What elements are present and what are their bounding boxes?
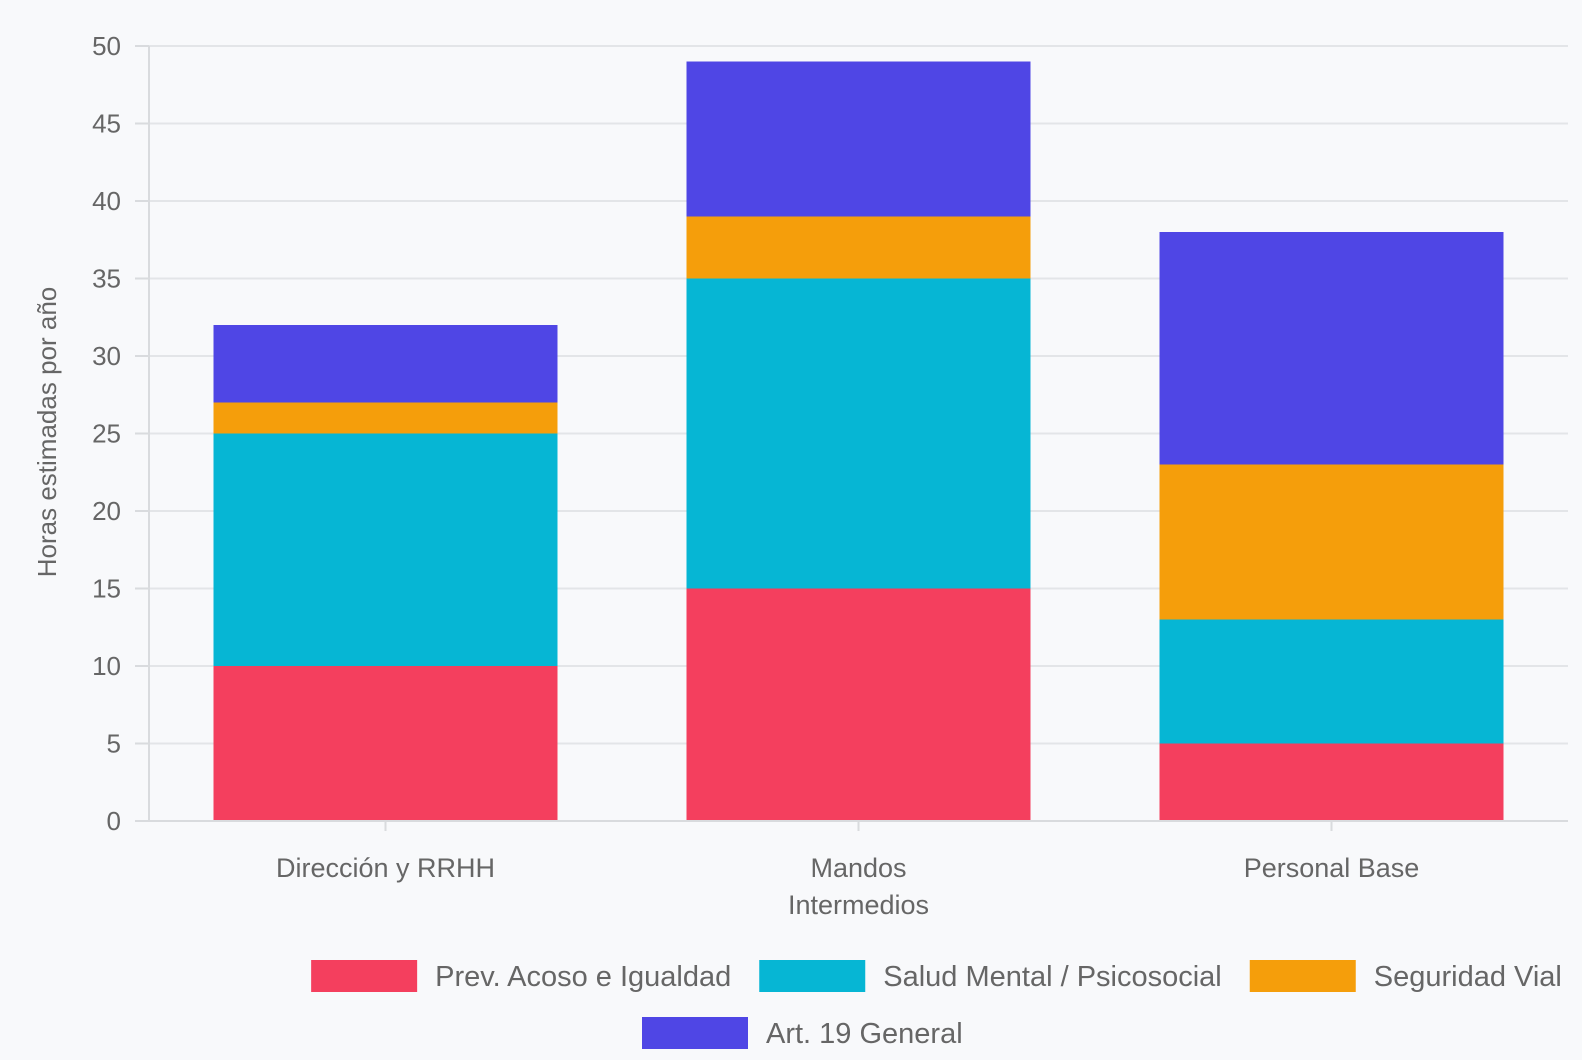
bar-segment[interactable] bbox=[686, 588, 1031, 822]
legend-item[interactable]: Salud Mental / Psicosocial bbox=[759, 960, 1222, 993]
y-tick-label: 50 bbox=[92, 31, 121, 61]
legend-swatch bbox=[759, 960, 866, 992]
y-tick-label: 20 bbox=[92, 496, 121, 526]
bar-segment[interactable] bbox=[686, 61, 1031, 217]
y-tick-label: 0 bbox=[107, 806, 121, 836]
legend-label: Salud Mental / Psicosocial bbox=[883, 961, 1222, 993]
bars bbox=[213, 61, 1504, 822]
y-tick-label: 45 bbox=[92, 109, 121, 139]
bar-segment[interactable] bbox=[1159, 619, 1504, 744]
y-tick-label: 35 bbox=[92, 264, 121, 294]
bar-segment[interactable] bbox=[1159, 743, 1504, 822]
y-tick-label: 30 bbox=[92, 341, 121, 371]
y-tick-label: 10 bbox=[92, 651, 121, 681]
legend-swatch bbox=[311, 960, 418, 992]
bar-segment[interactable] bbox=[213, 325, 558, 403]
bar-segment[interactable] bbox=[213, 433, 558, 667]
bar-segment[interactable] bbox=[1159, 464, 1504, 620]
bar-segment[interactable] bbox=[1159, 232, 1504, 465]
bar-segment[interactable] bbox=[213, 402, 558, 434]
x-tick-label: Mandos bbox=[810, 853, 906, 883]
legend-item[interactable]: Prev. Acoso e Igualdad bbox=[311, 960, 731, 993]
y-tick-label: 5 bbox=[107, 729, 121, 759]
bar-segment[interactable] bbox=[213, 666, 558, 821]
legend-label: Prev. Acoso e Igualdad bbox=[435, 961, 731, 993]
legend-item[interactable]: Art. 19 General bbox=[642, 1017, 963, 1050]
x-tick-label: Dirección y RRHH bbox=[276, 853, 495, 883]
legend-label: Seguridad Vial bbox=[1374, 961, 1562, 993]
legend[interactable]: Prev. Acoso e Igualdad Salud Mental / Psi… bbox=[311, 960, 1562, 1050]
bar-segment[interactable] bbox=[686, 216, 1031, 279]
legend-label: Art. 19 General bbox=[766, 1018, 963, 1050]
axes: 0 5 10 15 20 25 30 35 40 45 50 Dirección y RRHH Mand… bbox=[92, 31, 1568, 920]
y-axis-title: Horas estimadas por año bbox=[32, 287, 62, 577]
y-tick-label: 40 bbox=[92, 186, 121, 216]
x-tick-label: Personal Base bbox=[1244, 853, 1420, 883]
legend-swatch bbox=[642, 1017, 748, 1049]
bar-segment[interactable] bbox=[686, 278, 1031, 589]
x-tick-label: Intermedios bbox=[788, 890, 929, 920]
legend-swatch bbox=[1249, 960, 1356, 992]
y-tick-label: 25 bbox=[92, 419, 121, 449]
legend-item[interactable]: Seguridad Vial bbox=[1249, 960, 1562, 993]
y-tick-label: 15 bbox=[92, 574, 121, 604]
